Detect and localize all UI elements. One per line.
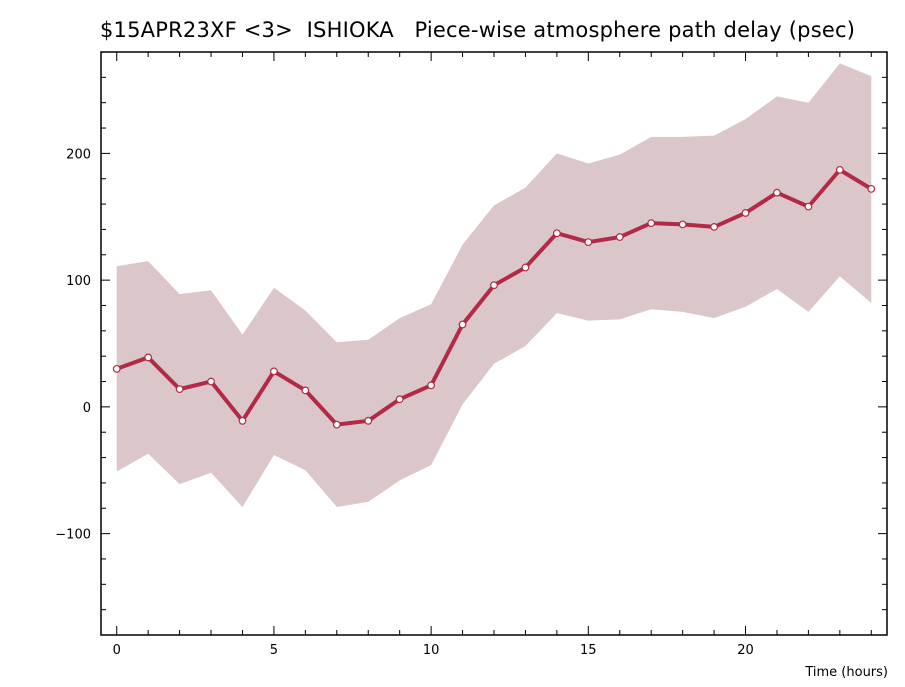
data-point <box>647 219 656 227</box>
y-tick-label: 200 <box>66 147 91 162</box>
data-point <box>678 220 687 229</box>
data-point <box>427 381 436 390</box>
data-point <box>490 281 498 290</box>
y-tick-label: −100 <box>55 528 91 543</box>
data-point <box>270 367 278 376</box>
data-point <box>867 184 876 193</box>
axes-layer: 0 5 10 15 20 −100 0 100 200 <box>55 51 888 658</box>
data-point <box>301 386 310 395</box>
y-tick-label: 0 <box>83 401 91 416</box>
data-point-layer <box>112 165 876 429</box>
data-point <box>144 353 153 362</box>
data-point <box>238 416 247 425</box>
data-point <box>521 263 530 272</box>
x-tick-label: 5 <box>270 643 278 658</box>
data-point <box>552 229 561 238</box>
data-point <box>175 385 184 394</box>
x-axis-label: Time (hours) <box>805 665 888 680</box>
data-point <box>364 416 373 425</box>
data-point <box>835 165 844 174</box>
data-point <box>804 202 813 211</box>
chart-title: $15APR23XF <3> ISHIOKA Piece-wise atmosp… <box>100 18 856 42</box>
data-point <box>458 320 467 329</box>
data-point <box>773 188 781 197</box>
data-point <box>615 233 624 241</box>
x-tick-label: 20 <box>737 643 754 658</box>
data-point <box>112 364 121 373</box>
data-point <box>207 377 215 386</box>
data-point <box>332 420 341 429</box>
data-point <box>710 222 718 231</box>
x-tick-label: 0 <box>113 643 121 658</box>
x-tick-label: 10 <box>423 643 440 658</box>
data-point <box>584 238 593 247</box>
data-point <box>395 395 404 404</box>
y-tick-label: 100 <box>66 274 91 289</box>
x-tick-label: 15 <box>580 643 597 658</box>
data-point <box>741 209 750 217</box>
